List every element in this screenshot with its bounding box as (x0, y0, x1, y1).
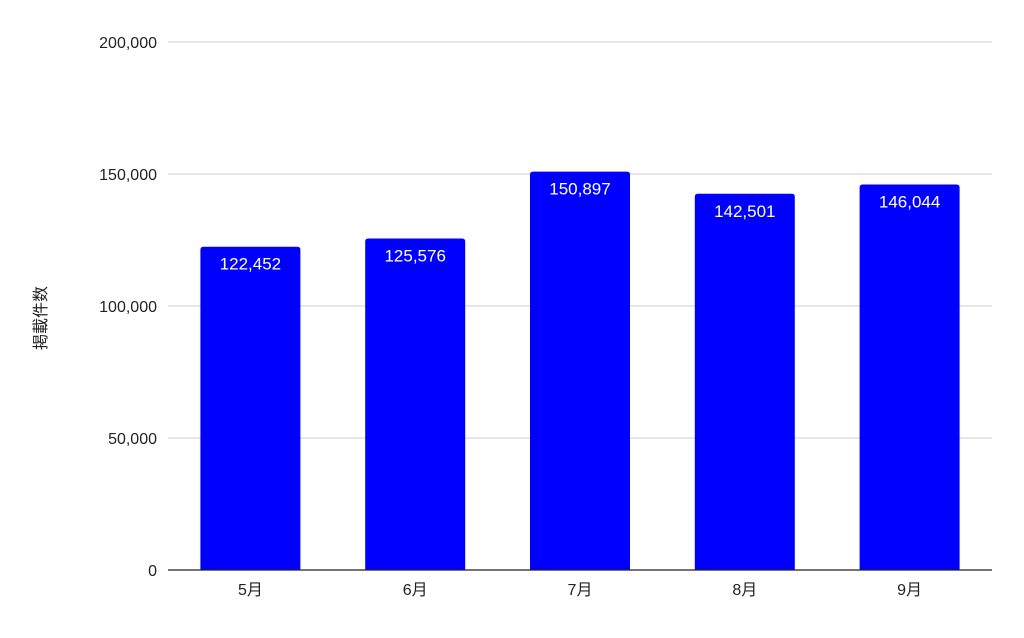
bars: 122,452 125,576 150,897 142,501 146,044 (200, 171, 960, 570)
data-label: 122,452 (220, 255, 281, 274)
x-tick-label: 5月 (238, 582, 263, 599)
data-label: 146,044 (879, 192, 940, 211)
y-tick-label: 200,000 (99, 35, 157, 52)
bar-4 (694, 193, 795, 570)
x-tick-label: 6月 (403, 582, 428, 599)
data-label: 150,897 (549, 180, 610, 199)
y-tick-label: 150,000 (99, 167, 157, 184)
y-tick-label: 100,000 (99, 299, 157, 316)
x-tick-label: 7月 (568, 582, 593, 599)
axes: 0 50,000 100,000 150,000 200,000 5月 6月 7月 8月 9月 (99, 35, 992, 599)
data-label: 125,576 (384, 246, 445, 265)
y-tick-label: 0 (148, 563, 157, 580)
x-tick-label: 9月 (897, 582, 922, 599)
bar-2 (365, 238, 466, 570)
bar-1 (200, 246, 301, 570)
bar-3 (530, 171, 630, 570)
x-tick-label: 8月 (732, 582, 757, 599)
bar-5 (859, 184, 960, 570)
y-axis-title: 掲載件数 (32, 286, 50, 350)
y-tick-label: 50,000 (108, 431, 157, 448)
data-label: 142,501 (714, 202, 775, 221)
